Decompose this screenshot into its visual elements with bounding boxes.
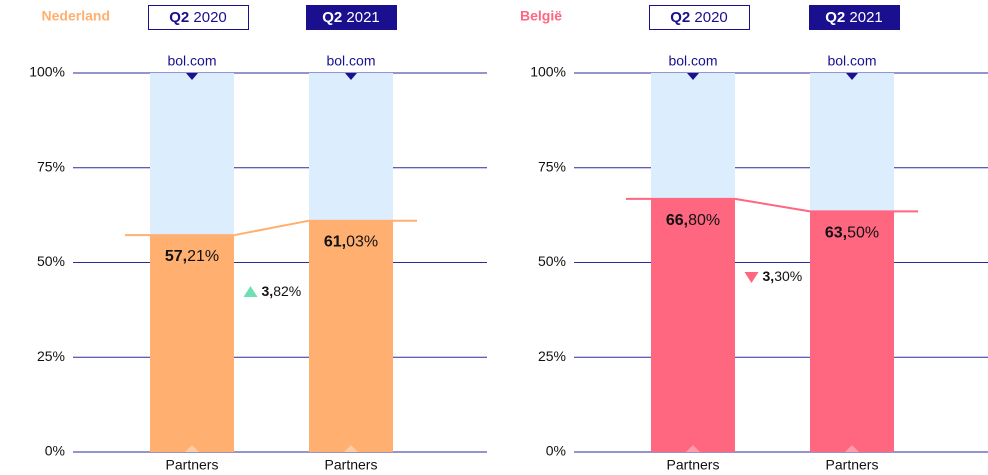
value-label: 57,21% bbox=[165, 248, 219, 265]
value-label: 61,03% bbox=[324, 234, 378, 251]
top-series-label: bol.com bbox=[827, 53, 876, 69]
period-label: Q2 2020 bbox=[670, 9, 728, 26]
y-tick-label: 0% bbox=[45, 443, 65, 459]
y-tick-label: 25% bbox=[37, 348, 65, 364]
bar-segment bbox=[810, 211, 894, 452]
bar-segment bbox=[651, 198, 735, 452]
trend-line bbox=[233, 219, 310, 237]
bar-segment bbox=[810, 73, 894, 212]
period-box bbox=[306, 5, 397, 30]
bar-segment bbox=[309, 73, 393, 221]
value-label: 66,80% bbox=[666, 212, 720, 229]
bottom-marker bbox=[344, 445, 358, 452]
period-label: Q2 2020 bbox=[169, 9, 227, 26]
period-label: Q2 2021 bbox=[825, 9, 883, 26]
y-tick-label: 50% bbox=[37, 253, 65, 269]
bottom-marker bbox=[185, 445, 199, 452]
y-tick-label: 0% bbox=[546, 443, 566, 459]
value-label: 63,50% bbox=[825, 225, 879, 242]
bottom-series-label: Partners bbox=[826, 457, 879, 473]
bottom-series-label: Partners bbox=[325, 457, 378, 473]
bar-segment bbox=[651, 73, 735, 199]
change-arrow bbox=[243, 286, 258, 297]
y-tick-label: 100% bbox=[29, 64, 65, 80]
y-tick-label: 50% bbox=[538, 253, 566, 269]
period-box bbox=[148, 5, 249, 30]
bottom-marker bbox=[686, 445, 700, 452]
change-label: 3,82% bbox=[262, 283, 302, 299]
bar-segment bbox=[150, 73, 234, 236]
top-marker bbox=[846, 73, 858, 80]
top-series-label: bol.com bbox=[668, 53, 717, 69]
y-tick-label: 75% bbox=[538, 158, 566, 174]
period-box bbox=[649, 5, 750, 30]
bottom-marker bbox=[845, 445, 859, 452]
period-box bbox=[809, 5, 900, 30]
y-tick-label: 100% bbox=[530, 64, 566, 80]
change-arrow bbox=[744, 272, 759, 283]
panel-title: Nederland bbox=[42, 8, 110, 24]
bottom-series-label: Partners bbox=[667, 457, 720, 473]
period-label: Q2 2021 bbox=[322, 9, 380, 26]
top-series-label: bol.com bbox=[167, 53, 216, 69]
top-marker bbox=[186, 73, 198, 80]
trend-line bbox=[734, 197, 811, 213]
bottom-series-label: Partners bbox=[166, 457, 219, 473]
top-marker bbox=[687, 73, 699, 80]
top-marker bbox=[345, 73, 357, 80]
y-tick-label: 75% bbox=[37, 158, 65, 174]
panel-title: België bbox=[520, 8, 562, 24]
top-series-label: bol.com bbox=[326, 53, 375, 69]
bar-segment bbox=[309, 220, 393, 452]
y-tick-label: 25% bbox=[538, 348, 566, 364]
change-label: 3,30% bbox=[763, 268, 803, 284]
bar-segment bbox=[150, 235, 234, 452]
